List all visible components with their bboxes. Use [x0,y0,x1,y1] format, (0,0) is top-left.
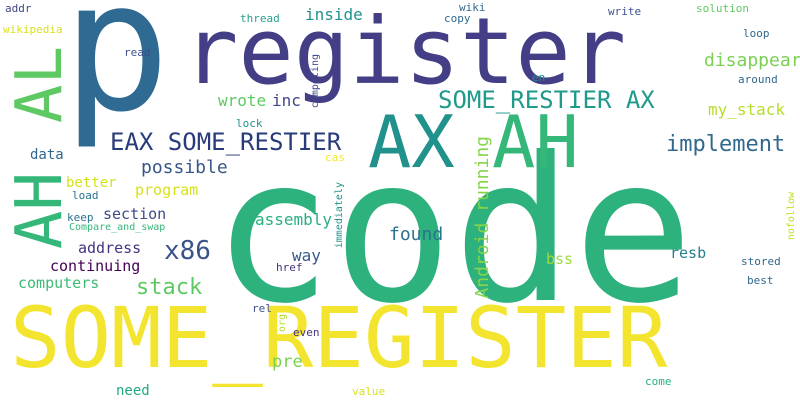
word-immediately: immediately [334,182,345,249]
word-register: register [183,0,627,105]
word-copy: copy [444,12,471,25]
word-cas: cas [325,151,345,164]
word-my-stack: my_stack [708,100,786,119]
word-al: AL [3,46,77,124]
word-nofollow: nofollow [786,192,797,241]
word-wiki: wiki [459,1,486,14]
word-org: org [277,314,288,333]
word-bss: bss [546,250,574,268]
word-inside: inside [305,5,363,24]
word-code: code [212,115,694,348]
word-some-register: SOME_REGISTER [10,289,668,387]
word-en: en [532,71,546,84]
word-loop: loop [743,27,770,40]
word-write: write [608,5,642,18]
word-program: program [135,181,199,199]
word-read: read [124,46,151,59]
word-rel: rel [252,302,272,315]
word-value: value [352,385,386,398]
word-assembly: assembly [255,210,333,229]
word-continuing: continuing [50,257,141,275]
word-lock: lock [236,117,263,130]
word-address: address [78,239,142,257]
word-way: way [292,246,321,265]
word-p: p [62,0,171,152]
word-solution: solution [696,2,749,15]
word-competing: competing [310,54,321,109]
word-eax-some-restier: EAX SOME_RESTIER [110,128,342,156]
word-computers: computers [18,274,100,292]
word-come: come [645,375,672,388]
word-x86: x86 [164,236,211,266]
word-even: even [293,326,320,339]
word-wikipedia: wikipedia [3,23,63,36]
word-resb: resb [670,244,707,262]
word-compare-and-swap: Compare_and_swap [69,222,166,233]
word-found: found [389,224,444,245]
word-addr: addr [5,2,32,15]
word-better: better [66,175,117,191]
word-href: href [276,261,303,274]
word-android-running: Android running [472,136,493,299]
word-stack: stack [136,275,203,300]
word-pre: pre [272,352,303,372]
word-wrote: wrote [218,91,267,110]
word-load: load [72,189,99,202]
word-need: need [116,383,150,399]
word-section: section [103,205,167,223]
word-ax: AX [368,100,455,184]
word-around: around [738,73,778,86]
word-ah-vertical: AH [3,172,77,250]
word-disappear: disappear [704,50,800,71]
word-best: best [747,274,774,287]
word-stored: stored [741,255,781,268]
word-some-restier-ax: SOME_RESTIER AX [438,86,655,114]
word-inc: inc [272,91,301,110]
word-possible: possible [141,157,228,178]
word-keep: keep [67,211,94,224]
word-data: data [30,147,64,163]
word-ah: AH [492,100,579,184]
word-implement: implement [666,132,786,157]
word-thread: thread [240,12,280,25]
